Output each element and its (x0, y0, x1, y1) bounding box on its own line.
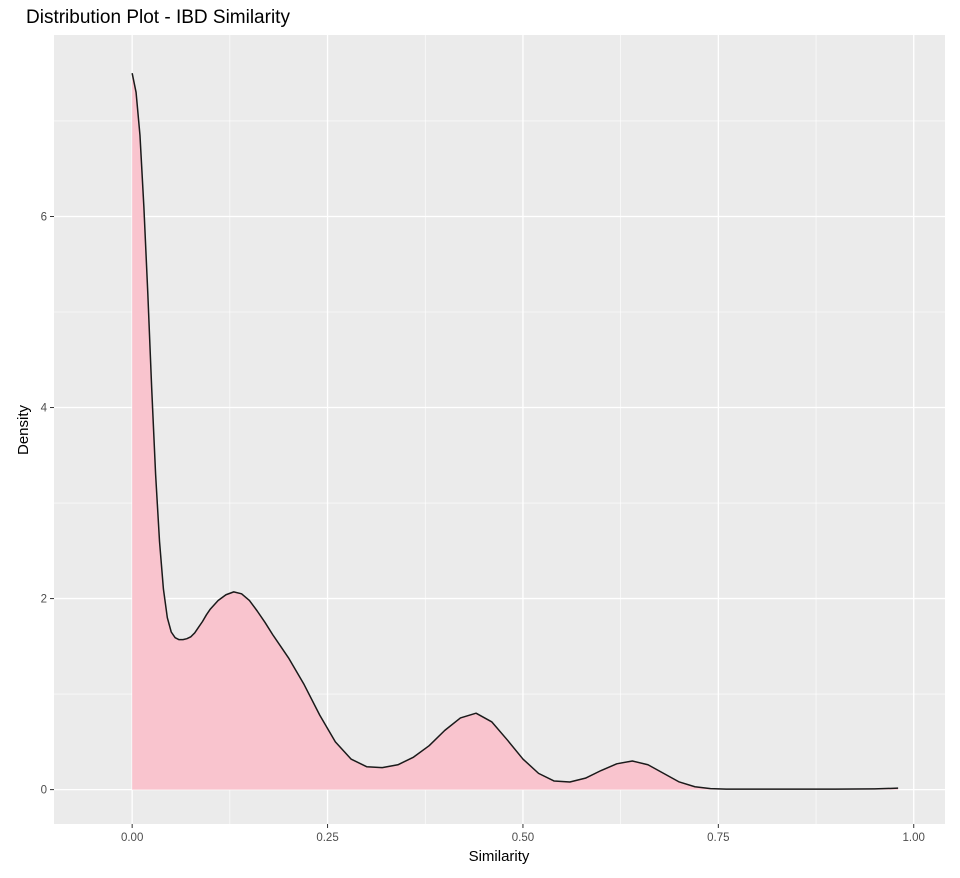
grid-minor (54, 35, 945, 824)
x-axis-title: Similarity (469, 848, 530, 865)
x-tick-label: 0.00 (121, 832, 143, 844)
density-area (132, 73, 899, 790)
y-axis: 0 2 4 6 (41, 211, 54, 797)
x-tick-label: 0.50 (512, 832, 534, 844)
grid-major (54, 35, 945, 824)
y-tick-label: 0 (41, 785, 47, 797)
x-tick-label: 1.00 (903, 832, 925, 844)
y-tick-label: 2 (41, 594, 47, 606)
x-tick-label: 0.75 (707, 832, 729, 844)
x-axis: 0.00 0.25 0.50 0.75 1.00 (121, 824, 925, 844)
density-line (131, 73, 899, 790)
x-tick-label: 0.25 (316, 832, 338, 844)
y-tick-label: 4 (41, 403, 48, 415)
chart-title: Distribution Plot - IBD Similarity (26, 7, 290, 28)
y-tick-label: 6 (41, 211, 47, 223)
y-axis-title: Density (15, 404, 32, 455)
